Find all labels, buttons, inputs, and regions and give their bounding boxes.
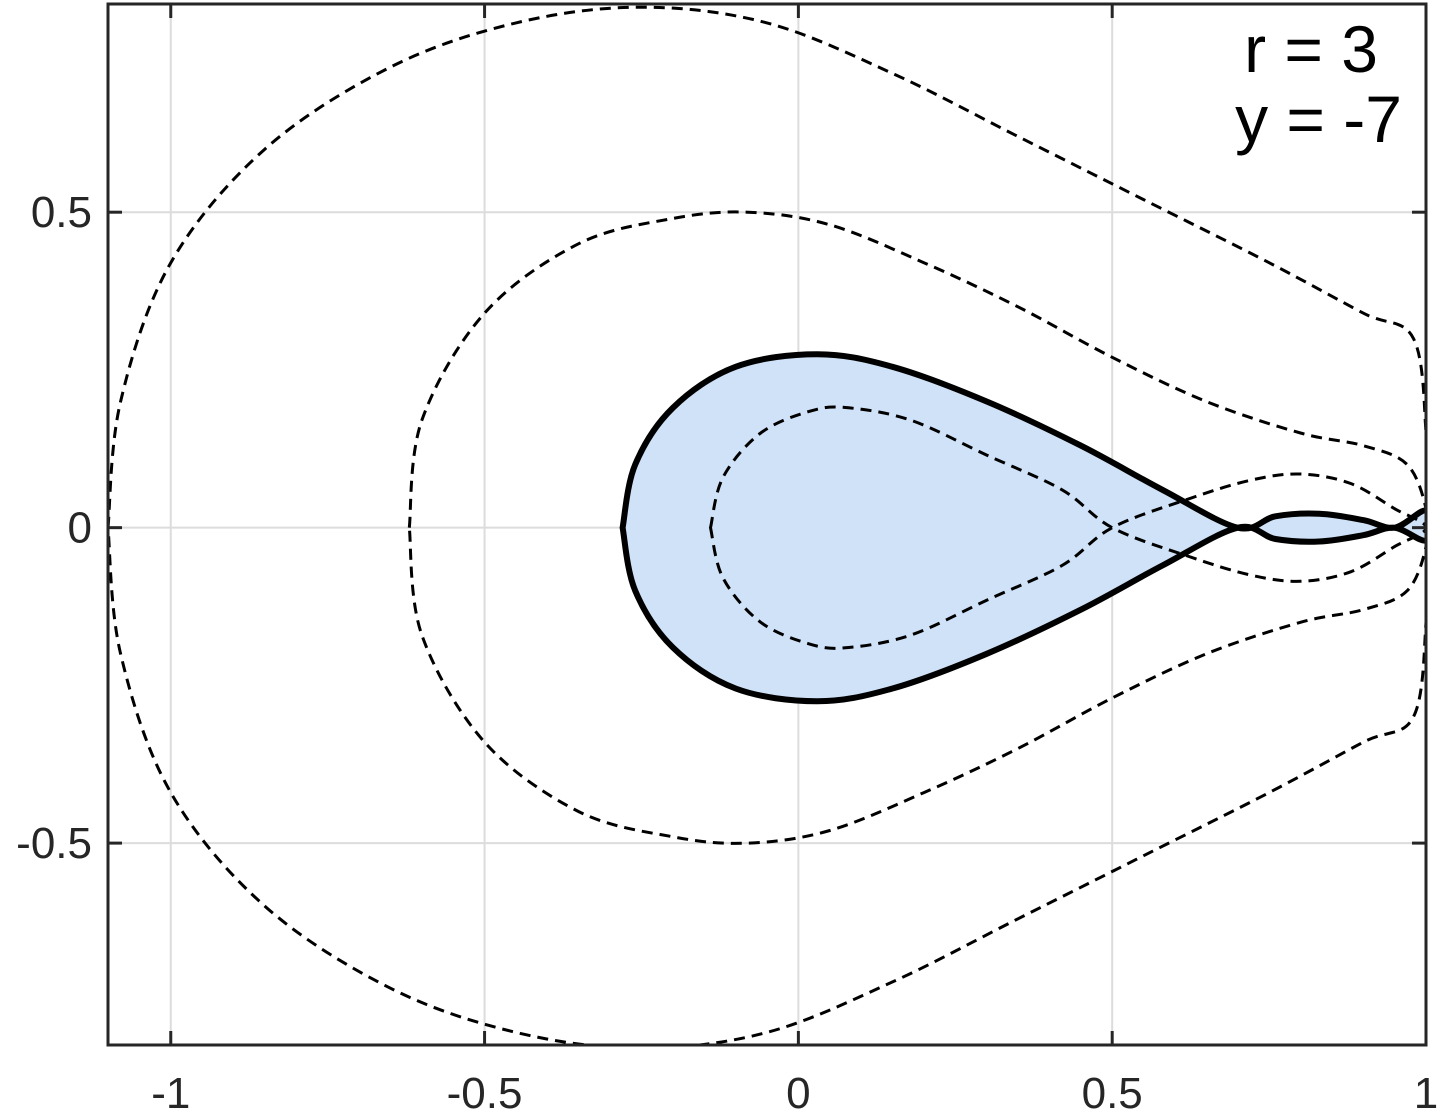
tick-labels: -1 -0.5 0 0.5 1 0.5 0 -0.5 <box>16 188 1438 1116</box>
y-tick-label: 0.5 <box>31 188 92 237</box>
x-tick-label: -1 <box>151 1069 190 1116</box>
series-group <box>108 5 1426 1045</box>
annotations: r = 3 y = -7 <box>1235 12 1402 156</box>
x-tick-label: 1 <box>1414 1069 1438 1116</box>
dashed-contour-1 <box>708 405 1426 650</box>
filled-region <box>622 354 1426 702</box>
x-tick-label: -0.5 <box>447 1069 523 1116</box>
y-tick-label: 0 <box>68 504 92 553</box>
y-tick-label: -0.5 <box>16 819 92 868</box>
annotation-y: y = -7 <box>1235 82 1402 156</box>
dashed-contour-2 <box>407 210 1426 845</box>
x-tick-label: 0 <box>786 1069 810 1116</box>
plot-frame <box>106 2 1428 1047</box>
dashed-contour-3 <box>108 5 1426 1045</box>
solid-contour <box>619 351 1426 705</box>
axes <box>106 2 1428 1047</box>
annotation-r: r = 3 <box>1244 12 1378 86</box>
x-tick-label: 0.5 <box>1082 1069 1143 1116</box>
